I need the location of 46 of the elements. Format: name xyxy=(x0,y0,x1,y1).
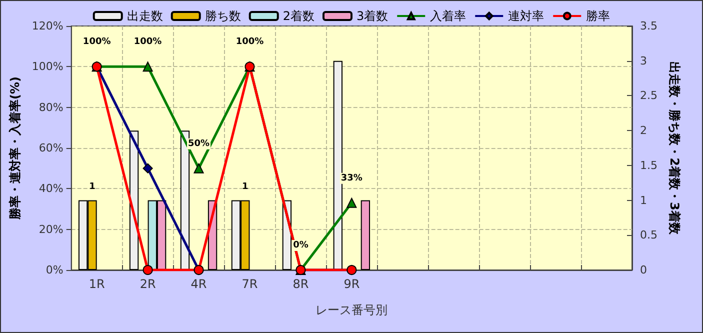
y-tick-label: 100% xyxy=(32,60,64,74)
x-tick-label: 2R xyxy=(140,277,156,291)
data-label: 100% xyxy=(134,37,162,48)
data-label: 1 xyxy=(89,182,96,192)
point xyxy=(142,62,153,72)
y2-tick-label: 0 xyxy=(640,264,647,276)
legend-label: 勝率 xyxy=(586,9,610,23)
y2-tick-label: 3 xyxy=(640,54,647,68)
y-tick-label: 0% xyxy=(46,264,64,276)
legend-label: 勝ち数 xyxy=(204,9,241,23)
data-label: 1 xyxy=(242,182,248,192)
y2-tick-label: 3.5 xyxy=(640,20,658,32)
data-label: 50% xyxy=(188,138,210,149)
bar xyxy=(360,200,370,270)
y-tick-label: 40% xyxy=(38,182,64,196)
y-tick-label: 20% xyxy=(38,222,64,236)
x-tick-label: 9R xyxy=(344,277,360,291)
data-label: 100% xyxy=(236,37,264,48)
y-tick-label: 120% xyxy=(32,20,64,32)
x-tick-label: 4R xyxy=(190,277,207,291)
data-label: 33% xyxy=(340,173,362,184)
point xyxy=(142,265,153,275)
point xyxy=(194,163,204,174)
y2-tick-label: 1.5 xyxy=(640,158,658,172)
y2-tick-label: 1 xyxy=(640,194,647,207)
y-tick-label: 60% xyxy=(38,142,64,154)
data-label: 100% xyxy=(82,37,111,48)
data-label: 0% xyxy=(293,240,308,250)
legend-label: 入着率 xyxy=(430,9,466,23)
legend-label: 3着数 xyxy=(356,9,388,23)
point xyxy=(346,198,357,208)
y2-tick-label: 2 xyxy=(640,124,647,138)
y2-axis-title: 出走数・勝ち数・2着数・3着数 xyxy=(667,62,682,236)
y-tick-label: 80% xyxy=(38,100,64,114)
x-tick-label: 1R xyxy=(88,277,105,291)
y2-tick-label: 2.5 xyxy=(640,89,658,102)
y-axis-title: 勝率・連対率・入着率(%) xyxy=(8,76,22,220)
legend-label: 出走数 xyxy=(126,9,163,23)
legend-label: 連対率 xyxy=(508,9,544,23)
point xyxy=(142,163,153,174)
x-tick-label: 7R xyxy=(242,277,258,291)
x-axis-title: レース番号別 xyxy=(316,303,388,317)
bar xyxy=(333,60,342,270)
legend-label: 2着数 xyxy=(282,9,315,23)
x-tick-label: 8R xyxy=(292,277,309,291)
y2-tick-label: 0.5 xyxy=(640,228,658,242)
